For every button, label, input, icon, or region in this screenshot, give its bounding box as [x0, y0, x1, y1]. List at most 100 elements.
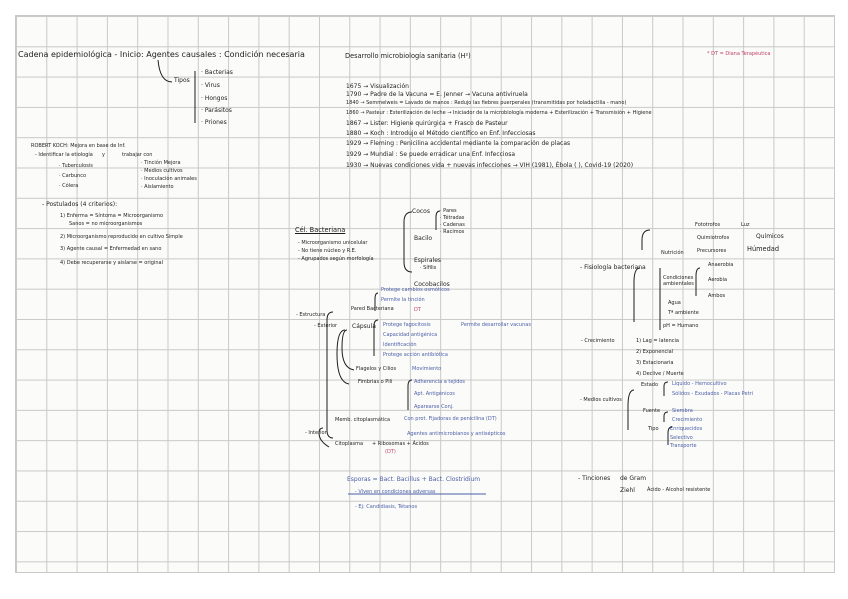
capsula-item: Capacidad antigénica: [383, 332, 438, 338]
tipo-item: · Parásitos: [201, 107, 232, 114]
cell-note: - No tiene núcleo y R.E.: [298, 248, 357, 254]
citoplasma-extra: Agentes antimicrobianos y antisépticos: [407, 431, 506, 437]
estado-item: Sólidos - Exudados - Placas Petri: [672, 391, 753, 397]
condiciones-label: Condiciones ambientales: [663, 275, 694, 287]
pared-label: Pared Bacteriana: [351, 306, 394, 312]
timeline-entry: 1930 → Nuevas condiciones vida + nuevas …: [346, 162, 634, 169]
espirales-item: · Sífilis: [420, 265, 437, 271]
humedad-label: Húmedad: [747, 245, 780, 253]
postulado: 1) Enferma = Síntoma = Microorganismo: [60, 213, 164, 219]
tincion-gram: de Gram: [620, 475, 647, 482]
koch-method-item: · Inoculación animales: [141, 176, 197, 182]
koch-method-item: · Aislamiento: [141, 184, 174, 190]
tipo-medio: Transporte: [670, 443, 697, 449]
estado-item: Líquido - Hemocultivo: [672, 381, 727, 387]
fimbrias-item: Aparearse Conj.: [414, 404, 454, 410]
tinciones-label: - Tinciones: [578, 475, 611, 482]
legend-dt: * DT = Diana Terapéutica: [707, 51, 771, 57]
cocos-item: · Racimos: [440, 229, 465, 235]
timeline-entry: 1840 → Semmelweis = Lavado de manos : Re…: [346, 100, 627, 106]
esporas-title: Esporas = Bact. Bacillus + Bact. Clostri…: [347, 476, 481, 483]
anaerobia-label: Anaerobia: [708, 262, 734, 268]
timeline-entry: 1929 → Mundial : Se puede erradicar una …: [346, 151, 516, 158]
timeline-entry: 1790 → Padre de la Vacuna = E. Jenner → …: [346, 91, 528, 98]
koch-list-item: · Tuberculosis: [59, 163, 93, 169]
pared-item: Permite la tinción: [381, 297, 425, 303]
tipo-item: · Hongos: [201, 95, 228, 102]
koch-method-item: · Medios cultivos: [141, 168, 183, 174]
fototrofos-label: Fototrofos: [695, 222, 721, 228]
temp-label: Tª ambiente: [668, 310, 699, 316]
capsula-extra: Permite desarrollar vacunas: [461, 322, 531, 328]
cell-title: Cél. Bacteriana: [295, 226, 346, 234]
timeline-entry: 1860 → Pasteur : Esterilización de leche…: [346, 110, 652, 116]
postulado: 3) Agente causal = Enfermedad en sano: [60, 246, 162, 252]
tipo-item: · Virus: [201, 82, 220, 89]
notebook-grid: [15, 15, 835, 573]
timeline-entry: 1929 → Fleming : Penicilina accidental m…: [346, 140, 571, 147]
fimbrias-item: Adherencia a tejidos: [414, 379, 466, 385]
timeline-entry: 1880 → Koch : Introdujo el Método cientí…: [346, 130, 536, 137]
fototrofos-item: Luz: [741, 222, 750, 228]
fuente-item: Siembra: [672, 408, 693, 414]
cell-note: - Agrupados según morfología: [298, 256, 374, 262]
precursores-label: Precursores: [697, 248, 727, 254]
timeline-entry: 1675 → Visualización: [346, 83, 409, 90]
pared-item: Protege cambios osmóticos: [381, 287, 450, 293]
citoplasma-label: Citoplasma: [335, 441, 364, 447]
crecimiento-item: 3) Estacionaria: [636, 360, 674, 366]
estructura-label: - Estructura: [296, 312, 326, 318]
koch-sub: y: [102, 152, 105, 158]
esporas-item: - Ej: Candidiasis, Tétanos: [355, 504, 418, 510]
timeline-title: Desarrollo microbiología sanitaria (H²): [345, 52, 471, 60]
quimiotrofos-label: Quimiotrofos: [697, 235, 730, 241]
postulado: 2) Microorganismo reproducido en cultivo…: [60, 234, 183, 240]
estado-label: Estado: [641, 382, 659, 388]
citoplasma-dt: (DT): [385, 449, 396, 455]
cocos-item: · Pares: [440, 208, 457, 214]
postulado: 4) Debe recuperarse y aislarse = origina…: [60, 260, 163, 266]
ph-label: pH = Humano: [663, 323, 699, 329]
capsula-item: Protege fagocitosis: [383, 322, 431, 328]
capsula-label: Cápsula: [352, 323, 376, 330]
flagelos-label: Flagelos y Cilios: [356, 366, 397, 372]
crecimiento-item: 1) Lag = latencia: [636, 338, 679, 344]
crecimiento-item: 4) Declive / Muerte: [636, 371, 684, 377]
postulado: Sanos = no microorganismos: [69, 221, 143, 227]
quimicos-label: Químicos: [756, 233, 784, 240]
pared-item-dt: DT: [414, 307, 421, 313]
esporas-item: - Viven en condiciones adversas: [355, 489, 436, 495]
tipo-label: Tipo: [648, 426, 659, 432]
tipo-item: · Priones: [201, 119, 227, 126]
koch-title: ROBERT KOCH: Mejora en base de Inf.: [31, 143, 126, 149]
crecimiento-label: - Crecimiento: [581, 338, 615, 344]
morph-cocos: Cocos: [412, 208, 430, 215]
tipo-medio: Selectivo: [670, 435, 693, 441]
fimbrias-item: Apt. Antigénicos: [414, 391, 455, 397]
capsula-item: Protege acción antibiótica: [383, 352, 448, 358]
page-title: Cadena epidemiológica - Inicio: Agentes …: [18, 50, 305, 59]
medios-label: - Medios cultivos: [580, 397, 622, 403]
cocos-item: · Tétradas: [440, 215, 465, 221]
koch-list-item: · Cólera: [59, 183, 79, 189]
koch-sub: - Identificar la etiología: [35, 152, 93, 158]
morph-espirales: Espirales: [414, 257, 442, 264]
tipo-medio: Enriquecidos: [670, 426, 703, 432]
cocos-item: · Cadenas: [440, 222, 465, 228]
tipo-item: · Bacterias: [201, 69, 233, 76]
koch-sub: trabajar con: [122, 152, 153, 158]
postulados-title: - Postulados (4 criterios):: [42, 201, 118, 208]
fisiologia-label: - Fisiología bacteriana: [580, 264, 646, 271]
morph-bacilo: Bacilo: [414, 235, 433, 242]
membrana-label: Memb. citoplasmática: [335, 417, 391, 423]
koch-method-item: · Tinción Mejora: [141, 160, 181, 166]
tipos-label: Tipos: [174, 77, 190, 84]
crecimiento-item: 2) Exponencial: [636, 349, 674, 355]
timeline-entry: 1867 → Lister: Higiene quirúrgica + Fras…: [346, 120, 508, 127]
cell-note: - Microorganismo unicelular: [298, 240, 368, 246]
morph-cocobacilos: Cocobacilos: [414, 281, 450, 288]
ambos-label: Ambos: [708, 293, 726, 299]
agua-label: Agua: [668, 300, 681, 306]
citoplasma-item: + Ribosomas + Ácidos: [372, 441, 429, 447]
